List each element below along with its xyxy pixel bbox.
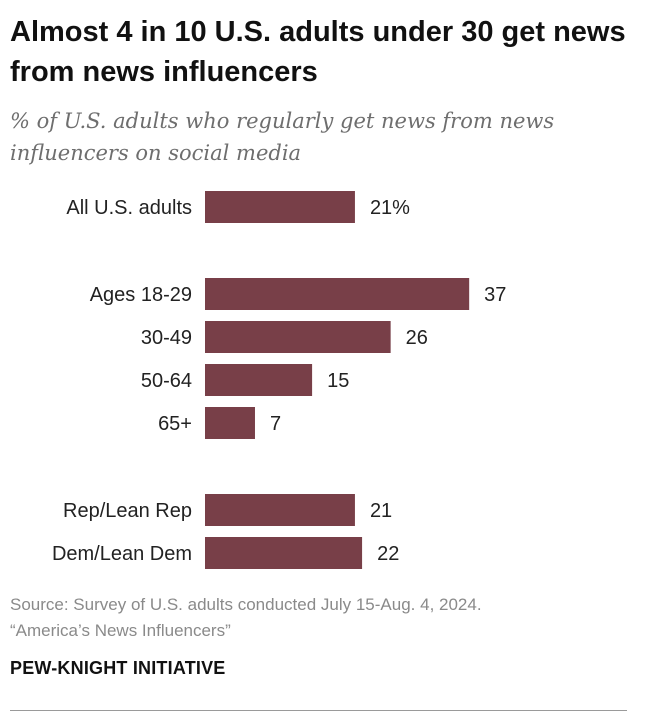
bar xyxy=(205,364,313,396)
source-note: Source: Survey of U.S. adults conducted … xyxy=(10,592,630,644)
source-text: Source: Survey of U.S. adults conducted … xyxy=(10,595,482,614)
brand-label: PEW-KNIGHT INITIATIVE xyxy=(10,658,226,678)
report-title: “America’s News Influencers” xyxy=(10,621,231,640)
bar xyxy=(205,321,391,353)
bar xyxy=(205,494,355,526)
bar xyxy=(205,537,363,569)
value-label: 15 xyxy=(327,370,349,392)
bar xyxy=(205,278,470,310)
category-label: All U.S. adults xyxy=(66,197,192,219)
value-label: 21 xyxy=(370,500,392,522)
chart-title: Almost 4 in 10 U.S. adults under 30 get … xyxy=(10,16,626,88)
value-label: 22 xyxy=(377,543,399,565)
value-label: 7 xyxy=(270,413,281,435)
category-label: 50-64 xyxy=(141,370,192,392)
bar-chart: All U.S. adults 21% Ages 18-29 37 30-49 26 50-… xyxy=(52,191,506,569)
value-label: 26 xyxy=(406,327,428,349)
category-label: Dem/Lean Dem xyxy=(52,543,192,565)
category-label: 65+ xyxy=(158,413,192,435)
value-label: 37 xyxy=(484,284,506,306)
category-label: Ages 18-29 xyxy=(90,284,192,306)
bar xyxy=(205,407,255,439)
category-label: Rep/Lean Rep xyxy=(63,500,192,522)
chart-subtitle: % of U.S. adults who regularly get news … xyxy=(10,109,555,165)
bottom-divider xyxy=(10,710,627,711)
bar xyxy=(205,191,355,223)
category-label: 30-49 xyxy=(141,327,192,349)
value-label: 21% xyxy=(370,197,410,219)
